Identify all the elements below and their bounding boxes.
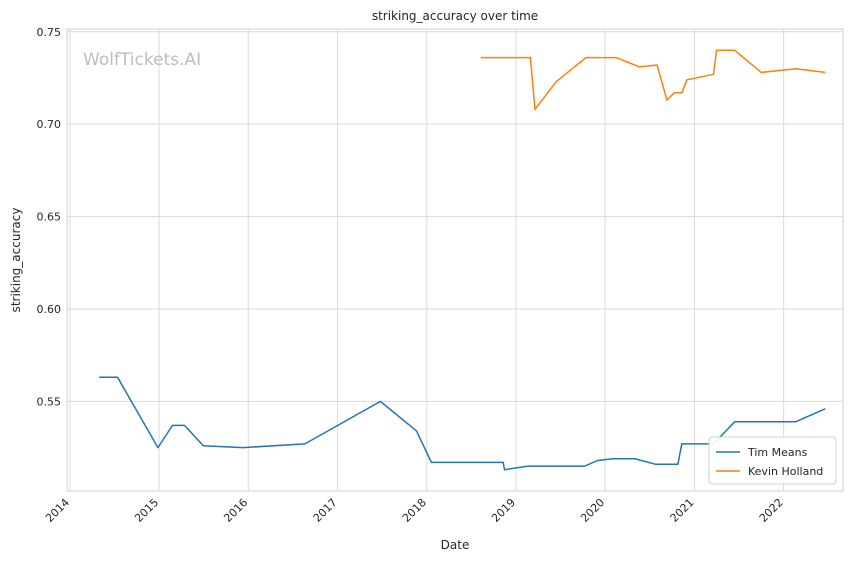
series-line-kevin-holland [480, 49, 826, 111]
x-axis-label: Date [441, 538, 470, 552]
legend-box [708, 436, 837, 485]
x-tick-label: 2017 [311, 496, 340, 525]
watermark: WolfTickets.AI [83, 50, 201, 70]
x-tick-label: 2018 [400, 496, 429, 525]
legend-label-kevin-holland: Kevin Holland [748, 465, 823, 478]
y-tick-label: 0.70 [37, 118, 62, 131]
y-tick-label: 0.60 [37, 303, 62, 316]
x-tick-label: 2014 [43, 496, 72, 525]
x-tick-labels: 2014 2015 2016 2017 2018 2019 2020 2021 2022 [43, 496, 786, 525]
legend-label-tim-means: Tim Means [747, 446, 808, 459]
y-tick-label: 0.75 [37, 26, 62, 39]
grid-lines [67, 29, 843, 491]
x-tick-label: 2015 [132, 496, 161, 525]
plot-area [66, 28, 844, 492]
x-tick-label: 2019 [489, 496, 518, 525]
y-axis-label: striking_accuracy [9, 208, 23, 313]
x-tick-label: 2016 [221, 496, 250, 525]
y-tick-labels: 0.55 0.60 0.65 0.70 0.75 [37, 26, 62, 409]
chart-title: striking_accuracy over time [372, 9, 538, 23]
y-tick-label: 0.55 [37, 395, 62, 408]
y-tick-label: 0.65 [37, 211, 62, 224]
x-tick-label: 2020 [578, 496, 607, 525]
x-tick-label: 2022 [757, 496, 786, 525]
legend: Tim Means Kevin Holland [708, 436, 837, 485]
x-tick-label: 2021 [668, 496, 697, 525]
series-line-tim-means [99, 376, 826, 471]
series-lines [99, 49, 826, 471]
